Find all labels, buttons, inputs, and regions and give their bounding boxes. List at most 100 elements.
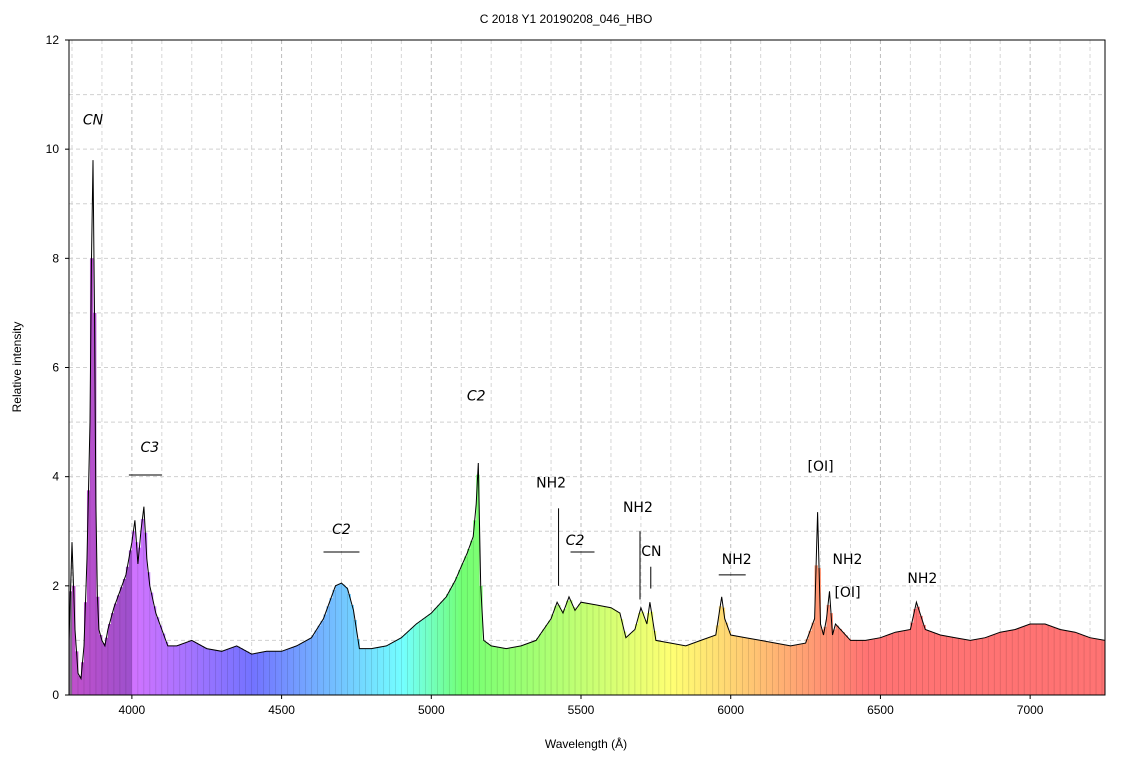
spectrum-fill-strip (578, 604, 582, 695)
y-tick-label: 0 (52, 688, 59, 702)
spectrum-fill-strip (317, 625, 321, 695)
spectrum-fill-strip (503, 648, 507, 695)
spectrum-fill-strip (512, 647, 516, 695)
spectrum-fill-strip (919, 615, 923, 695)
spectrum-fill-strip (470, 540, 474, 695)
spectrum-fill-strip (994, 633, 998, 695)
spectrum-fill-strip (278, 651, 282, 695)
spectrum-fill-strip (269, 651, 274, 695)
spectrum-fill-strip (1012, 629, 1016, 695)
spectrum-fill-strip (194, 642, 199, 695)
spectrum-fill-strip (688, 644, 693, 695)
y-tick-label: 4 (52, 470, 59, 484)
spectrum-fill-strip (829, 613, 833, 695)
spectrum-fill-strip (458, 570, 462, 695)
x-tick-label: 6000 (717, 703, 744, 717)
spectrum-fill-strip (943, 635, 947, 695)
spectrum-fill-strip (826, 604, 830, 695)
spectrum-fill-strip (260, 652, 265, 695)
spectrum-fill-strip (814, 565, 818, 695)
spectrum-fill-strip (1081, 634, 1085, 695)
spectrum-fill-strip (434, 608, 438, 695)
spectrum-fill-strip (467, 548, 471, 695)
spectrum-fill-strip (1042, 624, 1046, 695)
spectrum-fill-strip (637, 613, 642, 695)
spectrum-fill-strip (383, 646, 387, 695)
spectrum-fill-strip (536, 638, 540, 695)
spectrum-fill-strip (92, 312, 97, 695)
spectrum-fill-strip (284, 649, 288, 695)
spectrum-fill-strip (961, 639, 965, 695)
spectrum-fill-strip (554, 606, 558, 695)
spectrum-fill-strip (362, 648, 366, 695)
spectrum-fill-strip (479, 585, 483, 695)
spectrum-fill-strip (410, 628, 414, 695)
spectrum-fill-strip (1027, 624, 1031, 695)
spectrum-fill-strip (359, 648, 363, 695)
spectrum-fill-strip (371, 648, 375, 695)
spectrum-fill-strip (419, 620, 423, 695)
spectrum-fill-strip (263, 651, 268, 695)
spectrum-fill-strip (380, 646, 384, 695)
spectrum-fill-strip (805, 639, 809, 695)
spectrum-fill-strip (832, 629, 836, 695)
spectrum-fill-strip (275, 651, 279, 695)
spectrum-fill-strip (706, 637, 711, 695)
spectrum-fill-strip (847, 638, 851, 695)
spectrum-fill-strip (413, 625, 417, 695)
spectrum-fill-strip (80, 662, 85, 695)
spectrum-fill-strip (374, 647, 378, 695)
spectrum-fill-strip (89, 258, 94, 695)
spectrum-fill-strip (449, 588, 453, 695)
spectrum-fill-strip (287, 648, 291, 695)
spectrum-fill-strip (224, 649, 229, 695)
spectrum-fill-strip (179, 644, 184, 695)
spectrum-fill-strip (332, 589, 336, 695)
spectrum-fill-strip (751, 639, 756, 695)
spectrum-fill-strip (248, 653, 253, 695)
spectrum-fill-strip (365, 648, 369, 695)
spectrum-fill-strip (344, 587, 348, 695)
spectrum-fill-strip (533, 640, 537, 695)
spectral-line-label: NH2 (623, 500, 653, 516)
spectrum-fill-strip (589, 604, 594, 695)
spectrum-fill-strip (970, 640, 974, 695)
spectrum-fill-strip (227, 648, 232, 695)
spectrum-fill-strip (886, 634, 890, 695)
spectrum-fill-strip (937, 634, 941, 695)
spectrum-fill-strip (395, 640, 399, 695)
spectrum-fill-strip (476, 474, 480, 695)
spectrum-fill-strip (1054, 627, 1058, 695)
spectrum-fill-strip (329, 598, 333, 695)
spectrum-fill-strip (892, 632, 896, 695)
spectrum-fill-strip (572, 606, 576, 695)
spectrum-fill-strip (976, 639, 980, 695)
spectrum-fill-strip (440, 601, 444, 695)
spectrum-fill-strip (122, 579, 127, 695)
spectrum-fill-strip (1036, 624, 1040, 695)
spectrum-fill-strip (566, 600, 570, 695)
spectrum-line (68, 160, 1106, 681)
y-axis-label: Relative intensity (10, 322, 24, 413)
spectrum-fill-strip (991, 634, 995, 695)
spectrum-fill-strip (1066, 630, 1070, 695)
x-tick-label: 6500 (867, 703, 894, 717)
spectrum-fill-strip (1075, 632, 1079, 695)
spectrum-fill-strip (143, 532, 148, 695)
spectrum-fill-strip (245, 651, 250, 695)
spectral-line-label: [OI] (808, 459, 834, 475)
spectrum-fill-strip (709, 636, 714, 695)
spectrum-fill-strip (1045, 624, 1049, 695)
spectrum-fill-strip (649, 611, 654, 695)
spectrum-fill-strip (545, 625, 549, 695)
spectrum-fill-strip (356, 639, 360, 695)
spectrum-fill-strip (1009, 630, 1013, 695)
spectrum-fill-strip (628, 633, 633, 695)
spectrum-fill-strip (775, 643, 780, 695)
spectrum-fill-strip (563, 609, 567, 695)
spectrum-fill-strip (113, 603, 118, 695)
spectrum-fill-strip (509, 647, 513, 695)
spectrum-fill-strip (655, 640, 660, 695)
spectrum-fill-strip (745, 637, 750, 695)
spectrum-fill-strip (218, 651, 223, 695)
